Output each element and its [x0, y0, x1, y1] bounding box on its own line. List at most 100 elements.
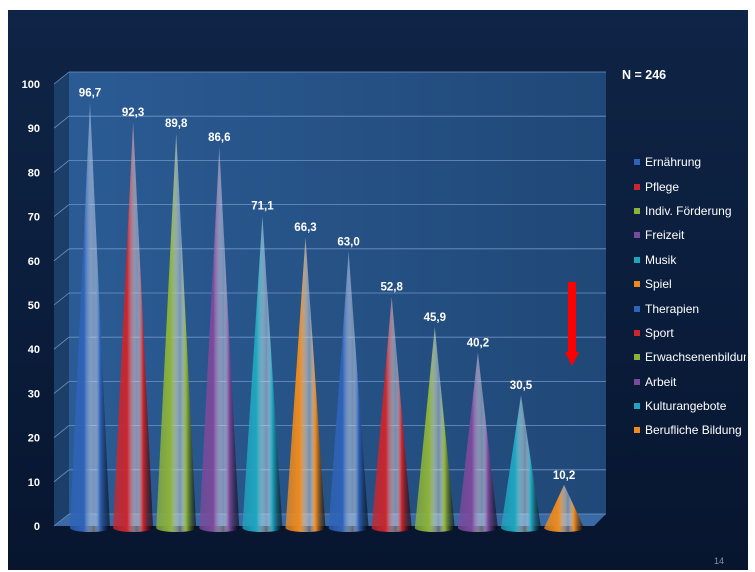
legend-label: Ernährung [645, 155, 702, 170]
bar [328, 251, 369, 533]
legend-label: Musik [645, 252, 677, 267]
cone-bar-shape [414, 327, 455, 532]
data-label: 92,3 [122, 107, 144, 119]
legend-item: Pflege [634, 174, 746, 198]
gridline-side [53, 425, 70, 438]
legend-swatch [634, 305, 640, 312]
chart-legend: Ernährung Pflege Indiv. Förderung Freizeit M… [634, 150, 746, 443]
down-arrow-icon [565, 282, 579, 368]
legend-swatch [634, 403, 640, 410]
legend-swatch [634, 281, 640, 288]
gridline-side [53, 204, 70, 217]
data-label: 66,3 [294, 222, 316, 234]
cone-bar-shape [285, 236, 326, 533]
y-tick-label: 40 [28, 344, 40, 356]
legend-label: Sport [645, 325, 674, 340]
slide: 0 10 20 30 40 50 60 70 80 90 100 96,7 92,3 89,8 86,6 71… [8, 10, 748, 570]
gridline-side [53, 469, 70, 483]
cone-bar-shape [501, 395, 541, 532]
legend-swatch [634, 354, 640, 361]
gridline-side [53, 160, 70, 173]
bar [70, 102, 110, 532]
legend-label: Berufliche Bildung [645, 423, 742, 438]
cone-chart: 0 10 20 30 40 50 60 70 80 90 100 96,7 92,3 89,8 86,6 71… [22, 71, 606, 533]
y-tick-label: 10 [28, 477, 40, 489]
cone-bar-shape [199, 147, 240, 532]
cone-bar-shape [242, 215, 283, 532]
bar [113, 122, 154, 532]
y-tick-label: 70 [28, 212, 40, 224]
legend-swatch [634, 427, 640, 434]
data-label: 86,6 [208, 132, 230, 144]
cone-bar-shape [328, 251, 369, 533]
data-label: 71,1 [251, 201, 274, 213]
legend-swatch [634, 232, 640, 239]
legend-swatch [634, 378, 640, 385]
y-tick-label: 20 [28, 433, 40, 445]
legend-item: Berufliche Bildung [634, 418, 746, 442]
legend-swatch [634, 256, 640, 263]
bar [371, 296, 412, 532]
legend-label: Indiv. Förderung [645, 203, 732, 218]
legend-item: Freizeit [634, 223, 746, 247]
gridline-side [53, 115, 70, 129]
bar [199, 147, 240, 532]
legend-item: Ernährung [634, 150, 746, 174]
bar [457, 352, 498, 532]
data-label: 96,7 [79, 88, 101, 100]
gridline-side [53, 381, 70, 394]
cone-bar-shape [457, 352, 498, 532]
y-tick-label: 30 [28, 388, 40, 400]
bar [544, 484, 585, 532]
legend-label: Erwachsenenbildung [645, 350, 746, 365]
legend-label: Therapien [645, 301, 700, 316]
y-tick-label: 80 [28, 167, 40, 179]
cone-bar-shape [156, 133, 197, 533]
legend-label: Spiel [645, 277, 672, 292]
data-label: 63,0 [337, 237, 359, 249]
legend-label: Arbeit [645, 374, 677, 389]
y-tick-label: 50 [28, 300, 40, 312]
cone-bar-shape [544, 484, 585, 532]
bar [501, 395, 541, 532]
data-label: 10,2 [553, 470, 575, 482]
legend-swatch [634, 329, 640, 336]
legend-item: Kulturangebote [634, 394, 746, 418]
data-label: 30,5 [510, 380, 533, 392]
data-label: 40,2 [467, 337, 489, 349]
legend-item: Arbeit [634, 370, 746, 394]
legend-item: Indiv. Förderung [634, 199, 746, 223]
cone-bar-shape [70, 102, 110, 532]
gridline-side [53, 292, 70, 306]
data-label: 52,8 [381, 282, 404, 294]
bar [414, 327, 455, 532]
gridline-side [53, 71, 70, 85]
bar [156, 133, 197, 533]
legend-label: Freizeit [645, 228, 685, 243]
gridline-side [53, 513, 70, 527]
y-tick-label: 100 [22, 79, 40, 91]
legend-swatch [634, 207, 640, 214]
y-tick-label: 90 [28, 123, 40, 135]
page-number: 14 [714, 556, 725, 566]
legend-swatch [634, 183, 640, 190]
legend-label: Kulturangebote [645, 399, 727, 414]
legend-item: Sport [634, 321, 746, 345]
legend-swatch [634, 159, 640, 166]
legend-item: Erwachsenenbildung [634, 345, 746, 369]
legend-item: Therapien [634, 296, 746, 320]
y-tick-label: 0 [34, 521, 40, 533]
cone-bar-shape [371, 296, 412, 532]
cone-bar-shape [113, 122, 154, 532]
data-label: 89,8 [165, 118, 188, 130]
sample-size-label: N = 246 [622, 68, 667, 82]
y-tick-label: 60 [28, 256, 40, 268]
gridline-side [53, 336, 70, 350]
bar [285, 236, 326, 533]
legend-item: Musik [634, 248, 746, 272]
legend-item: Spiel [634, 272, 746, 296]
gridline-side [53, 248, 70, 262]
bar [242, 215, 283, 532]
data-label: 45,9 [424, 312, 446, 324]
legend-label: Pflege [645, 179, 680, 194]
